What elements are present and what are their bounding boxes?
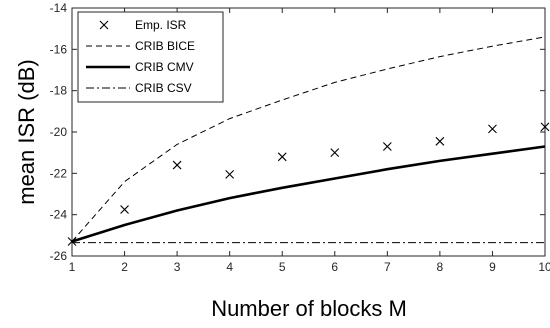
series-layer <box>67 36 550 246</box>
marker-stroke <box>540 122 550 132</box>
legend-label-crib-cmv: CRIB CMV <box>135 60 194 74</box>
y-tick-label: -22 <box>50 166 68 180</box>
legend-marker-emp-isr <box>99 20 109 30</box>
x-tick-label: 4 <box>226 260 233 274</box>
series-line-crib-bice <box>71 36 546 242</box>
data-point <box>225 169 235 179</box>
data-point <box>120 205 129 214</box>
y-tick-label: -24 <box>50 208 68 222</box>
marker-stroke <box>330 148 340 158</box>
marker-stroke <box>382 142 392 151</box>
x-tick-label: 1 <box>69 260 76 274</box>
x-tick-label: 9 <box>489 260 496 274</box>
x-tick-label: 3 <box>174 260 181 274</box>
marker-stroke <box>225 169 235 179</box>
x-tick-label: 5 <box>279 260 286 274</box>
y-axis-title: mean ISR (dB) <box>14 59 39 205</box>
y-tick-label: -18 <box>50 84 68 98</box>
data-point <box>540 122 550 132</box>
axes: 1 2 3 4 5 6 7 8 9 10 -26 -24 -22 -20 -18 -16 -14 <box>50 1 550 274</box>
y-tick-label: -14 <box>50 1 68 15</box>
marker-stroke <box>488 124 497 134</box>
series-line-crib-cmv <box>71 145 546 243</box>
x-tick-label: 7 <box>384 260 391 274</box>
marker-stroke <box>277 152 287 162</box>
y-tick-label: -20 <box>50 125 68 139</box>
legend-label-crib-csv: CRIB CSV <box>135 81 192 95</box>
x-tick-label: 8 <box>437 260 444 274</box>
legend-label-emp-isr: Emp. ISR <box>135 18 187 32</box>
data-point <box>277 152 287 162</box>
x-tick-label: 10 <box>538 260 550 274</box>
data-point <box>435 136 445 146</box>
x-tick-label: 6 <box>331 260 338 274</box>
marker-stroke <box>120 205 129 214</box>
series-emp-isr <box>67 122 550 246</box>
marker-stroke <box>435 136 445 146</box>
x-tick-label: 2 <box>121 260 128 274</box>
data-point <box>172 160 182 170</box>
x-axis-title: Number of blocks M <box>211 296 407 321</box>
marker-stroke <box>172 160 182 170</box>
marker-stroke <box>99 20 109 30</box>
y-tick-label: -16 <box>50 42 68 56</box>
data-point <box>488 124 497 134</box>
legend-label-crib-bice: CRIB BICE <box>135 39 195 53</box>
y-tick-label: -26 <box>50 249 68 263</box>
data-point <box>330 148 340 158</box>
legend: Emp. ISR CRIB BICE CRIB CMV CRIB CSV <box>77 11 224 103</box>
data-point <box>382 142 392 151</box>
